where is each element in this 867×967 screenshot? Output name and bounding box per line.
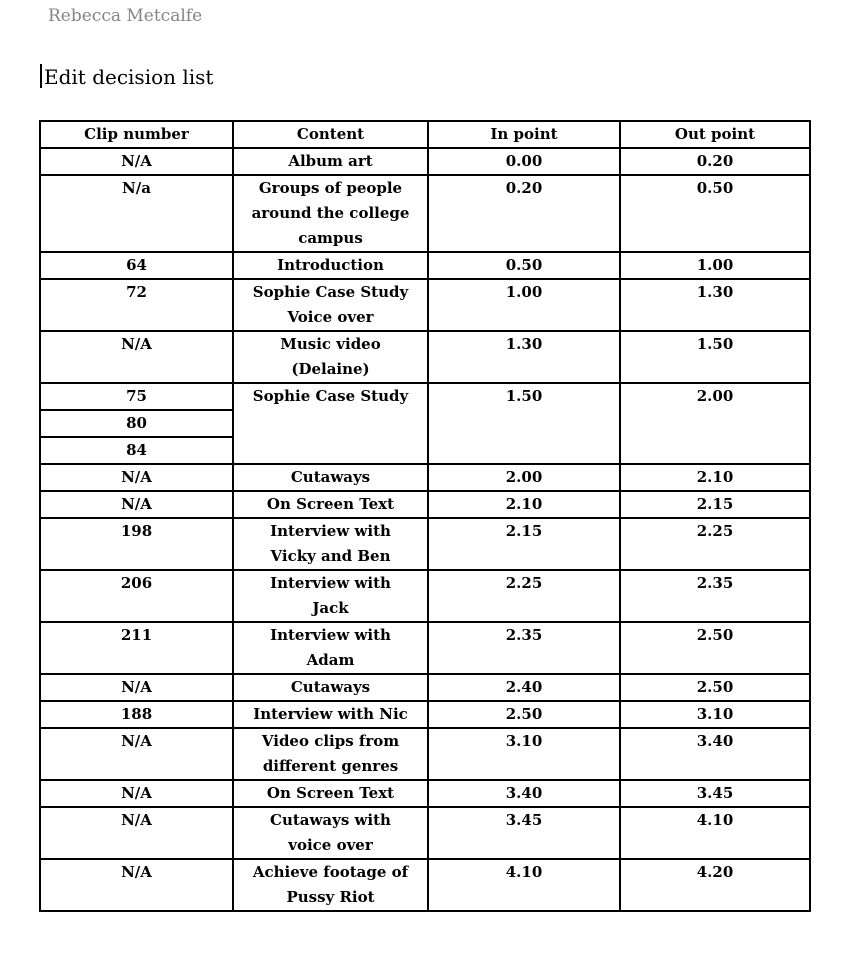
- column-header-clip-number[interactable]: Clip number: [39, 120, 234, 149]
- table-row: 72 Sophie Case Study Voice over 1.00 1.3…: [39, 278, 811, 332]
- cell-content[interactable]: Interview with Adam: [232, 621, 429, 675]
- text-cursor: [40, 64, 42, 88]
- cell-out-point[interactable]: 2.35: [619, 569, 811, 623]
- cell-content[interactable]: Interview with Jack: [232, 569, 429, 623]
- cell-clip-number[interactable]: 84: [39, 436, 234, 465]
- cell-content[interactable]: Cutaways: [232, 673, 429, 702]
- cell-out-point[interactable]: 0.50: [619, 174, 811, 253]
- table-row: 188 Interview with Nic 2.50 3.10: [39, 700, 811, 729]
- column-header-out-point[interactable]: Out point: [619, 120, 811, 149]
- cell-clip-number[interactable]: 80: [39, 409, 234, 438]
- cell-content[interactable]: Music video (Delaine): [232, 330, 429, 384]
- cell-clip-number[interactable]: 188: [39, 700, 234, 729]
- cell-in-point[interactable]: 1.50: [427, 382, 621, 465]
- cell-out-point[interactable]: 2.25: [619, 517, 811, 571]
- cell-clip-number[interactable]: N/A: [39, 779, 234, 808]
- column-header-content[interactable]: Content: [232, 120, 429, 149]
- cell-clip-number[interactable]: 206: [39, 569, 234, 623]
- cell-clip-number[interactable]: 64: [39, 251, 234, 280]
- cell-in-point[interactable]: 1.30: [427, 330, 621, 384]
- cell-clip-number[interactable]: 198: [39, 517, 234, 571]
- table-row: 80: [39, 409, 810, 438]
- cell-clip-number[interactable]: N/A: [39, 463, 234, 492]
- cell-clip-number[interactable]: 72: [39, 278, 234, 332]
- cell-content[interactable]: Achieve footage of Pussy Riot: [232, 858, 429, 912]
- cell-content[interactable]: Video clips from different genres: [232, 727, 429, 781]
- cell-out-point[interactable]: 4.10: [619, 806, 811, 860]
- cell-in-point[interactable]: 2.25: [427, 569, 621, 623]
- table-row: N/A Cutaways with voice over 3.45 4.10: [39, 806, 811, 860]
- cell-content[interactable]: Album art: [232, 147, 429, 176]
- table-row: N/A On Screen Text 2.10 2.15: [39, 490, 811, 519]
- cell-content[interactable]: Cutaways with voice over: [232, 806, 429, 860]
- cell-in-point[interactable]: 2.35: [427, 621, 621, 675]
- table-row: N/A Album art 0.00 0.20: [39, 147, 811, 176]
- cell-in-point[interactable]: 2.15: [427, 517, 621, 571]
- table-row: 198 Interview with Vicky and Ben 2.15 2.…: [39, 517, 811, 571]
- cell-in-point[interactable]: 0.00: [427, 147, 621, 176]
- cell-clip-number[interactable]: N/A: [39, 806, 234, 860]
- cell-in-point[interactable]: 3.10: [427, 727, 621, 781]
- table-row: 75 Sophie Case Study 1.50 2.00: [39, 382, 811, 465]
- table-row: N/A Music video (Delaine) 1.30 1.50: [39, 330, 811, 384]
- author-name[interactable]: Rebecca Metcalfe: [48, 6, 203, 26]
- table-row: N/A On Screen Text 3.40 3.45: [39, 779, 811, 808]
- cell-in-point[interactable]: 0.50: [427, 251, 621, 280]
- cell-in-point[interactable]: 3.45: [427, 806, 621, 860]
- cell-in-point[interactable]: 4.10: [427, 858, 621, 912]
- cell-out-point[interactable]: 2.15: [619, 490, 811, 519]
- cell-in-point[interactable]: 1.00: [427, 278, 621, 332]
- cell-in-point[interactable]: 2.50: [427, 700, 621, 729]
- cell-content[interactable]: Interview with Vicky and Ben: [232, 517, 429, 571]
- cell-clip-number[interactable]: N/A: [39, 490, 234, 519]
- cell-out-point[interactable]: 4.20: [619, 858, 811, 912]
- table-header-row: Clip number Content In point Out point: [39, 120, 811, 149]
- cell-out-point[interactable]: 2.00: [619, 382, 811, 465]
- table-row: N/A Video clips from different genres 3.…: [39, 727, 811, 781]
- cell-clip-number[interactable]: N/A: [39, 330, 234, 384]
- cell-out-point[interactable]: 2.50: [619, 673, 811, 702]
- cell-out-point[interactable]: 2.10: [619, 463, 811, 492]
- cell-clip-number[interactable]: N/A: [39, 727, 234, 781]
- cell-out-point[interactable]: 3.10: [619, 700, 811, 729]
- table-row: 64 Introduction 0.50 1.00: [39, 251, 811, 280]
- table-row: 206 Interview with Jack 2.25 2.35: [39, 569, 811, 623]
- cell-in-point[interactable]: 2.00: [427, 463, 621, 492]
- table-row: 84: [39, 436, 810, 465]
- cell-clip-number[interactable]: N/a: [39, 174, 234, 253]
- cell-clip-number[interactable]: N/A: [39, 673, 234, 702]
- table-row: N/A Cutaways 2.40 2.50: [39, 673, 811, 702]
- cell-out-point[interactable]: 3.40: [619, 727, 811, 781]
- table-row: 211 Interview with Adam 2.35 2.50: [39, 621, 811, 675]
- cell-content[interactable]: On Screen Text: [232, 490, 429, 519]
- cell-in-point[interactable]: 0.20: [427, 174, 621, 253]
- cell-in-point[interactable]: 3.40: [427, 779, 621, 808]
- cell-clip-number[interactable]: 75: [39, 382, 234, 411]
- page-title[interactable]: Edit decision list: [44, 65, 214, 89]
- cell-content[interactable]: Introduction: [232, 251, 429, 280]
- cell-clip-number[interactable]: 211: [39, 621, 234, 675]
- edit-decision-list-table: Clip number Content In point Out point N…: [39, 120, 811, 912]
- cell-content[interactable]: On Screen Text: [232, 779, 429, 808]
- cell-content[interactable]: Cutaways: [232, 463, 429, 492]
- cell-out-point[interactable]: 1.00: [619, 251, 811, 280]
- document-heading[interactable]: Edit decision list: [40, 64, 213, 91]
- cell-out-point[interactable]: 1.50: [619, 330, 811, 384]
- cell-content[interactable]: Groups of people around the college camp…: [232, 174, 429, 253]
- cell-clip-number[interactable]: N/A: [39, 858, 234, 912]
- cell-in-point[interactable]: 2.40: [427, 673, 621, 702]
- table-row: N/a Groups of people around the college …: [39, 174, 811, 253]
- cell-in-point[interactable]: 2.10: [427, 490, 621, 519]
- column-header-in-point[interactable]: In point: [427, 120, 621, 149]
- cell-out-point[interactable]: 3.45: [619, 779, 811, 808]
- cell-content[interactable]: Interview with Nic: [232, 700, 429, 729]
- cell-content[interactable]: Sophie Case Study: [232, 382, 429, 465]
- cell-clip-number[interactable]: N/A: [39, 147, 234, 176]
- cell-out-point[interactable]: 0.20: [619, 147, 811, 176]
- table-row: N/A Achieve footage of Pussy Riot 4.10 4…: [39, 858, 811, 912]
- cell-content[interactable]: Sophie Case Study Voice over: [232, 278, 429, 332]
- cell-out-point[interactable]: 2.50: [619, 621, 811, 675]
- cell-out-point[interactable]: 1.30: [619, 278, 811, 332]
- table-row: N/A Cutaways 2.00 2.10: [39, 463, 811, 492]
